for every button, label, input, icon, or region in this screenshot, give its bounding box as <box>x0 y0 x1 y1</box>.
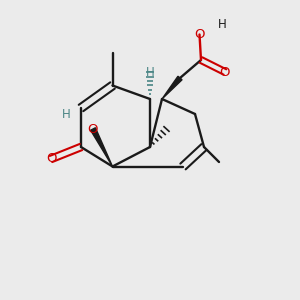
Polygon shape <box>162 76 182 99</box>
Text: O: O <box>220 65 230 79</box>
Text: O: O <box>46 152 56 166</box>
Text: H: H <box>146 65 154 79</box>
Text: O: O <box>88 122 98 136</box>
Polygon shape <box>91 128 112 166</box>
Text: H: H <box>218 17 226 31</box>
Text: O: O <box>194 28 205 41</box>
Text: H: H <box>61 107 70 121</box>
